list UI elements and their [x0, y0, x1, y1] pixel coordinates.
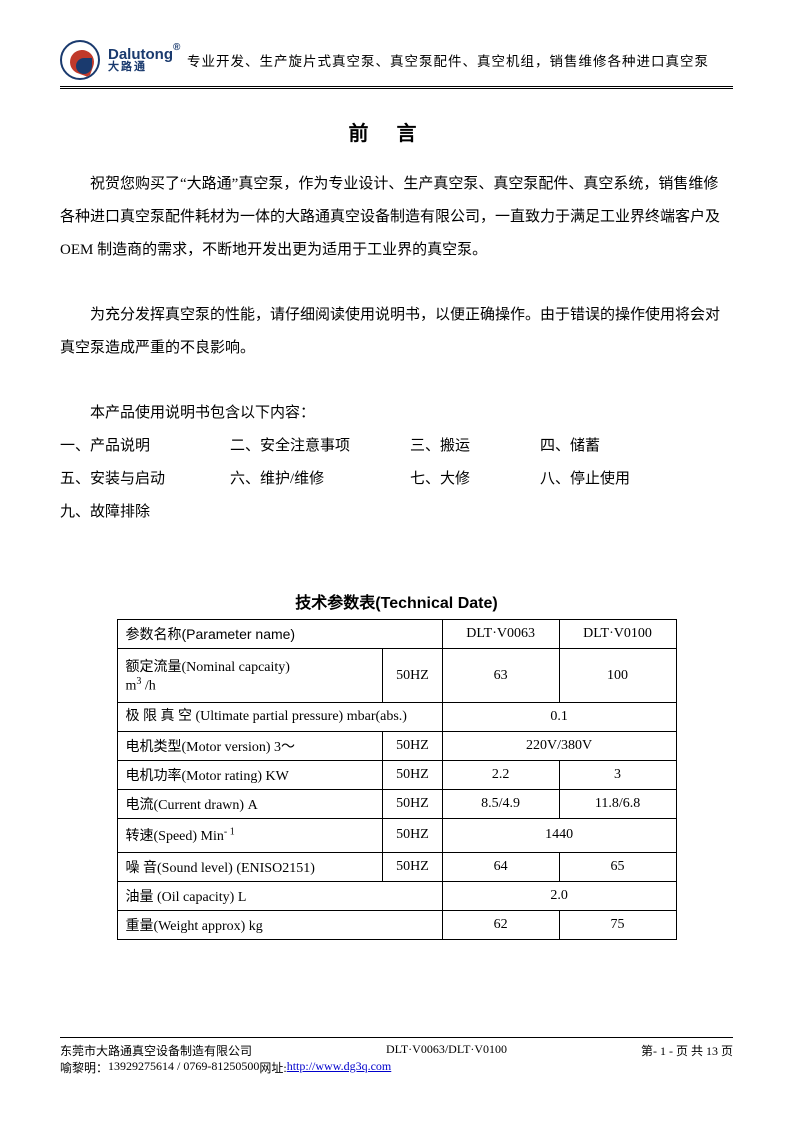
- footer-phone: 13929275614 / 0769-81250500: [108, 1059, 259, 1076]
- speed-label: 转速(Speed) Min- 1: [117, 818, 383, 852]
- toc-item: 二、安全注意事项: [230, 430, 410, 463]
- value-cell: 65: [559, 852, 676, 881]
- label-text: m: [126, 679, 137, 694]
- value-cell: 8.5/4.9: [442, 789, 559, 818]
- value-cell: 3: [559, 760, 676, 789]
- footer-url-link[interactable]: http://www.dg3q.com: [287, 1059, 392, 1076]
- header-param: 参数名称(Parameter name): [117, 620, 442, 649]
- hz-cell: 50HZ: [383, 789, 443, 818]
- brand-en-text: Dalutong: [108, 46, 173, 63]
- registered-symbol: ®: [173, 43, 180, 53]
- hz-cell: 50HZ: [383, 760, 443, 789]
- header-tagline: 专业开发、生产旋片式真空泵、真空泵配件、真空机组，销售维修各种进口真空泵: [187, 50, 709, 70]
- page-title: 前言: [60, 117, 733, 146]
- table-row: 极 限 真 空 (Ultimate partial pressure) mbar…: [117, 703, 676, 732]
- hz-cell: 50HZ: [383, 852, 443, 881]
- brand-text: Dalutong® 大路通: [108, 47, 173, 73]
- table-row: 参数名称(Parameter name) DLT·V0063 DLT·V0100: [117, 620, 676, 649]
- header-model-2: DLT·V0100: [559, 620, 676, 649]
- paragraph-2: 为充分发挥真空泵的性能，请仔细阅读使用说明书，以便正确操作。由于错误的操作使用将…: [60, 299, 733, 365]
- table-title: 技术参数表(Technical Date): [60, 589, 733, 613]
- table-row: 转速(Speed) Min- 1 50HZ 1440: [117, 818, 676, 852]
- toc-item: 三、搬运: [410, 430, 540, 463]
- value-cell: 0.1: [442, 703, 676, 732]
- footer-contact-name: 喻黎明：: [60, 1059, 108, 1076]
- brand-name-en: Dalutong®: [108, 47, 173, 62]
- page-footer: 东莞市大路通真空设备制造有限公司 DLT·V0063/DLT·V0100 第- …: [60, 1037, 733, 1076]
- value-cell: 11.8/6.8: [559, 789, 676, 818]
- hz-cell: 50HZ: [383, 818, 443, 852]
- weight-label: 重量(Weight approx) kg: [117, 910, 442, 939]
- current-label: 电流(Current drawn) A: [117, 789, 383, 818]
- label-text: 额定流量(Nominal capcaity): [126, 660, 290, 675]
- toc-item: 七、大修: [410, 463, 540, 496]
- toc-item: 六、维护/维修: [230, 463, 410, 496]
- table-row: 电流(Current drawn) A 50HZ 8.5/4.9 11.8/6.…: [117, 789, 676, 818]
- toc-intro: 本产品使用说明书包含以下内容：: [60, 397, 733, 430]
- table-row: 电机类型(Motor version) 3～ 50HZ 220V/380V: [117, 731, 676, 760]
- footer-site-label: 网址:: [259, 1059, 286, 1076]
- param-name-label: 参数名称(Parameter name): [126, 626, 296, 642]
- motor-version-label: 电机类型(Motor version) 3～: [117, 731, 383, 760]
- value-cell: 1440: [442, 818, 676, 852]
- spec-table: 参数名称(Parameter name) DLT·V0063 DLT·V0100…: [117, 619, 677, 940]
- value-cell: 220V/380V: [442, 731, 676, 760]
- label-text: 转速(Speed) Min: [126, 829, 224, 844]
- table-of-contents: 一、产品说明 二、安全注意事项 三、搬运 四、储蓄 五、安装与启动 六、维护/维…: [60, 430, 733, 529]
- table-row: 电机功率(Motor rating) KW 50HZ 2.2 3: [117, 760, 676, 789]
- oil-label: 油量 (Oil capacity) L: [117, 881, 442, 910]
- brand-logo-icon: [60, 40, 100, 80]
- ultimate-pressure-label: 极 限 真 空 (Ultimate partial pressure) mbar…: [117, 703, 442, 732]
- value-cell: 100: [559, 649, 676, 703]
- table-row: 重量(Weight approx) kg 62 75: [117, 910, 676, 939]
- toc-item: 一、产品说明: [60, 430, 230, 463]
- hz-cell: 50HZ: [383, 731, 443, 760]
- toc-item: 四、储蓄: [540, 430, 680, 463]
- sound-label: 噪 音(Sound level) (ENISO2151): [117, 852, 383, 881]
- footer-model: DLT·V0063/DLT·V0100: [252, 1042, 641, 1059]
- table-row: 油量 (Oil capacity) L 2.0: [117, 881, 676, 910]
- value-cell: 63: [442, 649, 559, 703]
- document-header: Dalutong® 大路通 专业开发、生产旋片式真空泵、真空泵配件、真空机组，销…: [60, 40, 733, 89]
- toc-item: 八、停止使用: [540, 463, 680, 496]
- footer-page: 第- 1 - 页 共 13 页: [641, 1042, 733, 1059]
- brand-name-cn: 大路通: [108, 62, 173, 73]
- hz-cell: 50HZ: [383, 649, 443, 703]
- exponent: - 1: [224, 826, 235, 837]
- paragraph-1: 祝贺您购买了“大路通”真空泵，作为专业设计、生产真空泵、真空泵配件、真空系统，销…: [60, 168, 733, 267]
- value-cell: 2.2: [442, 760, 559, 789]
- value-cell: 62: [442, 910, 559, 939]
- label-text: /h: [141, 679, 155, 694]
- toc-item: 九、故障排除: [60, 496, 230, 529]
- value-cell: 75: [559, 910, 676, 939]
- value-cell: 64: [442, 852, 559, 881]
- header-model-1: DLT·V0063: [442, 620, 559, 649]
- nominal-capacity-label: 额定流量(Nominal capcaity) m3 /h: [117, 649, 383, 703]
- value-cell: 2.0: [442, 881, 676, 910]
- footer-company: 东莞市大路通真空设备制造有限公司: [60, 1042, 252, 1059]
- table-row: 噪 音(Sound level) (ENISO2151) 50HZ 64 65: [117, 852, 676, 881]
- table-row: 额定流量(Nominal capcaity) m3 /h 50HZ 63 100: [117, 649, 676, 703]
- motor-rating-label: 电机功率(Motor rating) KW: [117, 760, 383, 789]
- toc-item: 五、安装与启动: [60, 463, 230, 496]
